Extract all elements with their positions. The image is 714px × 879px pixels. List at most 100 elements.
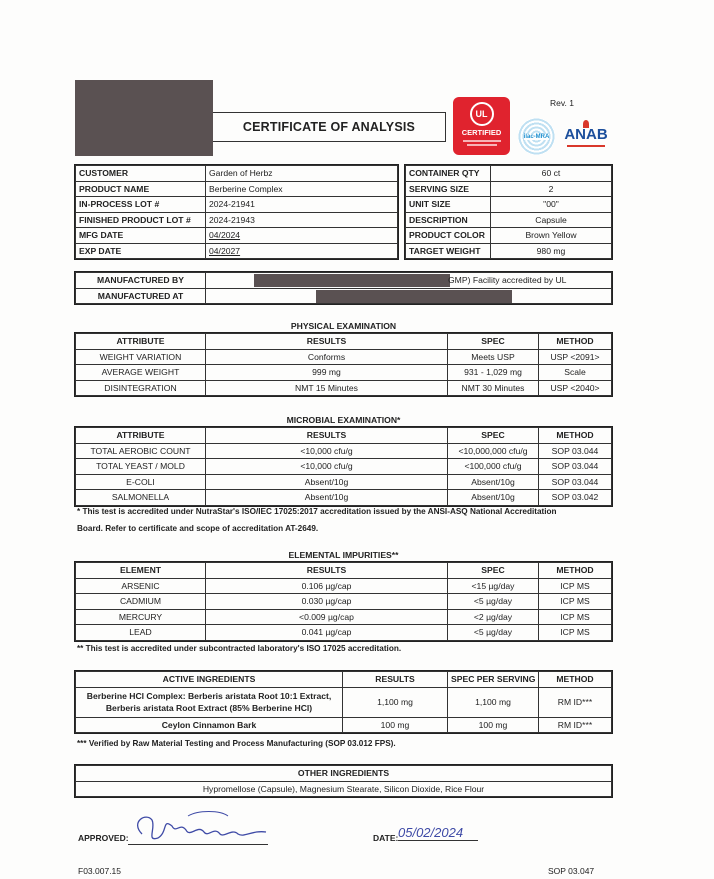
elemental-table: ELEMENT RESULTS SPEC METHOD ARSENIC 0.106 µg/… — [74, 561, 613, 642]
table-cell: DISINTEGRATION — [75, 379, 206, 396]
redacted-logo — [75, 80, 213, 156]
table-cell: 0.041 µg/cap — [205, 624, 448, 641]
redacted-text — [254, 274, 450, 287]
microbial-footnote: * This test is accredited under NutraSta… — [77, 507, 557, 533]
info-row: PRODUCT NAME Berberine Complex — [75, 180, 398, 197]
manufactured-by-value: GMP) Facility accredited by UL — [205, 272, 612, 289]
table-row: AVERAGE WEIGHT 999 mg 931 - 1,029 mg Scale — [75, 364, 612, 381]
table-cell: ICP MS — [538, 624, 612, 641]
table-cell: SOP 03.042 — [538, 489, 612, 506]
table-cell: SOP 03.044 — [538, 473, 612, 490]
column-header: RESULTS — [342, 671, 448, 688]
active-ingredients-table: ACTIVE INGREDIENTS RESULTS SPEC PER SERVIN… — [74, 670, 613, 734]
info-row: DESCRIPTION Capsule — [405, 211, 612, 228]
table-cell: Ceylon Cinnamon Bark — [75, 716, 343, 733]
table-cell: 931 - 1,029 mg — [447, 364, 539, 381]
physical-table: ATTRIBUTE RESULTS SPEC METHOD WEIGHT VARIATI… — [74, 332, 613, 397]
elemental-title: ELEMENTAL IMPURITIES** — [288, 550, 399, 560]
table-cell: TOTAL AEROBIC COUNT — [75, 442, 206, 459]
table-cell: 1,100 mg — [447, 686, 539, 718]
column-header: METHOD — [538, 671, 612, 688]
info-label: FINISHED PRODUCT LOT # — [75, 211, 206, 228]
revision: Rev. 1 — [550, 98, 574, 108]
column-header: RESULTS — [205, 562, 448, 579]
column-header: RESULTS — [205, 333, 448, 350]
table-cell: Absent/10g — [205, 473, 448, 490]
product-info-table: CUSTOMER Garden of Herbz PRODUCT NAME Berbe… — [74, 164, 399, 260]
info-label: TARGET WEIGHT — [405, 242, 491, 259]
table-cell: 0.030 µg/cap — [205, 593, 448, 610]
table-cell: <5 µg/day — [447, 624, 539, 641]
info-value: 980 mg — [490, 242, 612, 259]
form-code: F03.007.15 — [78, 866, 122, 876]
table-cell: TOTAL YEAST / MOLD — [75, 458, 206, 475]
table-cell: <5 µg/day — [447, 593, 539, 610]
table-header-row: ATTRIBUTE RESULTS SPEC METHOD — [75, 333, 612, 350]
info-row: FINISHED PRODUCT LOT #2024-21943 — [75, 211, 398, 228]
info-label: UNIT SIZE — [405, 196, 491, 213]
info-row: CUSTOMER Garden of Herbz — [75, 165, 398, 182]
table-cell: Scale — [538, 364, 612, 381]
page-title: CERTIFICATE OF ANALYSIS — [242, 120, 416, 134]
anab-logo: ANAB — [559, 120, 613, 156]
other-ingredients-value: Hypromellose (Capsule), Magnesium Steara… — [75, 780, 612, 797]
table-row: Ceylon Cinnamon Bark 100 mg 100 mg RM ID*** — [75, 716, 612, 733]
info-label: SERVING SIZE — [405, 180, 491, 197]
elemental-footnote: ** This test is accredited under subcont… — [77, 644, 402, 653]
microbial-table: ATTRIBUTE RESULTS SPEC METHOD TOTAL AEROBIC … — [74, 426, 613, 507]
approval-signature — [137, 811, 267, 840]
info-value: 60 ct — [490, 165, 612, 182]
column-header: SPEC — [447, 333, 539, 350]
info-label: EXP DATE — [75, 242, 206, 259]
table-header-row: ELEMENT RESULTS SPEC METHOD — [75, 562, 612, 579]
table-header-row: ATTRIBUTE RESULTS SPEC METHOD — [75, 427, 612, 444]
info-label: CONTAINER QTY — [405, 165, 491, 182]
table-cell: <2 µg/day — [447, 608, 539, 625]
table-cell: 100 mg — [342, 716, 448, 733]
table-row: E-COLI Absent/10g Absent/10g SOP 03.044 — [75, 473, 612, 490]
column-header: SPEC — [447, 562, 539, 579]
table-cell: RM ID*** — [538, 686, 612, 718]
info-value: Garden of Herbz — [205, 165, 398, 182]
info-row: MFG DATE 04/2024 — [75, 227, 398, 244]
table-cell: Absent/10g — [447, 473, 539, 490]
column-header: ATTRIBUTE — [75, 427, 206, 444]
info-label: DESCRIPTION — [405, 211, 491, 228]
info-label: PRODUCT COLOR — [405, 227, 491, 244]
manufactured-by-label: MANUFACTURED BY — [75, 272, 206, 289]
table-cell: Absent/10g — [205, 489, 448, 506]
table-cell: CADMIUM — [75, 593, 206, 610]
date-value: 05/02/2024 — [398, 825, 478, 841]
table-cell: AVERAGE WEIGHT — [75, 364, 206, 381]
info-label: CUSTOMER — [75, 165, 206, 182]
table-cell: Conforms — [205, 348, 448, 365]
physical-title: PHYSICAL EXAMINATION — [290, 321, 397, 331]
other-ingredients-header: OTHER INGREDIENTS — [75, 765, 612, 782]
table-cell: <10,000 cfu/g — [205, 458, 448, 475]
table-cell: SALMONELLA — [75, 489, 206, 506]
table-cell: 999 mg — [205, 364, 448, 381]
table-cell: ICP MS — [538, 593, 612, 610]
column-header: METHOD — [538, 427, 612, 444]
table-cell: Berberine HCl Complex: Berberis aristata… — [75, 686, 343, 718]
table-row: LEAD 0.041 µg/cap <5 µg/day ICP MS — [75, 624, 612, 641]
table-header-row: ACTIVE INGREDIENTS RESULTS SPEC PER SERVIN… — [75, 671, 612, 688]
column-header: ELEMENT — [75, 562, 206, 579]
info-value: "00" — [490, 196, 612, 213]
table-cell: Meets USP — [447, 348, 539, 365]
table-cell: <100,000 cfu/g — [447, 458, 539, 475]
table-cell: WEIGHT VARIATION — [75, 348, 206, 365]
table-cell: <10,000 cfu/g — [205, 442, 448, 459]
table-cell: <10,000,000 cfu/g — [447, 442, 539, 459]
table-cell: MERCURY — [75, 608, 206, 625]
table-cell: E-COLI — [75, 473, 206, 490]
table-cell: <0.009 µg/cap — [205, 608, 448, 625]
title-box: CERTIFICATE OF ANALYSIS — [213, 112, 446, 142]
info-row: IN-PROCESS LOT #2024-21941 — [75, 196, 398, 213]
info-label: PRODUCT NAME — [75, 180, 206, 197]
column-header: SPEC PER SERVING — [447, 671, 539, 688]
table-cell: NMT 30 Minutes — [447, 379, 539, 396]
info-value: Brown Yellow — [490, 227, 612, 244]
manufacturer-table: MANUFACTURED BY GMP) Facility accredited… — [74, 271, 613, 305]
table-row: MERCURY <0.009 µg/cap <2 µg/day ICP MS — [75, 608, 612, 625]
